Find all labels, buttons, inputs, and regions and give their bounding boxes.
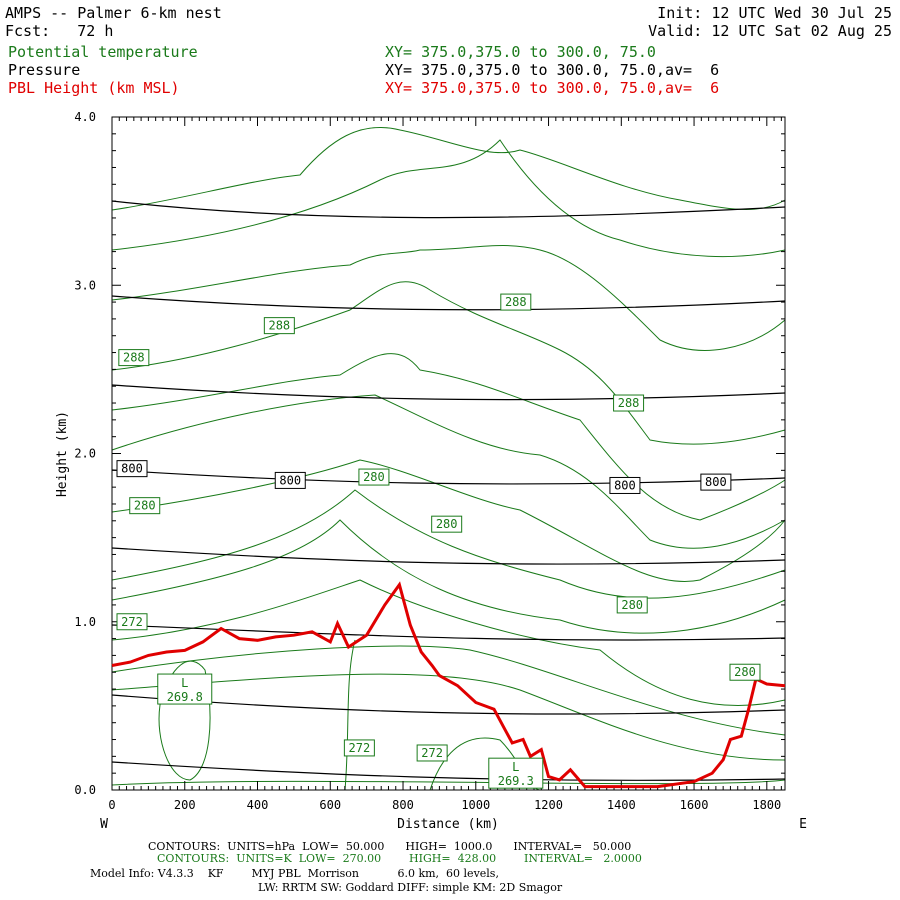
theta-contour-label: 280	[436, 517, 458, 531]
theta-low-box	[488, 757, 544, 789]
xy-theta: XY= 375.0,375.0 to 300.0, 75.0	[385, 43, 656, 61]
pressure-label-box	[274, 471, 306, 489]
theta-contour-line	[111, 126, 786, 211]
x-tick-label: 1200	[534, 798, 563, 812]
x-tick-label: 800	[392, 798, 414, 812]
theta-low-label: L	[181, 676, 188, 690]
theta-contour-line	[111, 394, 786, 549]
theta-contour-label: 280	[134, 499, 156, 513]
pressure-contour-info: CONTOURS: UNITS=hPa LOW= 50.000 HIGH= 10…	[148, 840, 632, 853]
forecast-hour: Fcst: 72 h	[5, 22, 114, 40]
field-pbl-label: PBL Height (km MSL)	[8, 79, 180, 97]
cross-section-chart: 0 200 400 600 800 1000 1200 1400 1600 1800 0.0 1.0 2…	[55, 110, 807, 832]
field-pressure-label: Pressure	[8, 61, 81, 79]
y-tick-label: 3.0	[74, 278, 96, 292]
pressure-contour-line	[111, 761, 786, 781]
x-tick-label: 1000	[461, 798, 490, 812]
theta-contour-line	[111, 459, 786, 582]
valid-time: Valid: 12 UTC Sat 02 Aug 25	[648, 22, 892, 40]
theta-low-label: 269.3	[498, 774, 534, 788]
pressure-contour-line	[111, 295, 786, 311]
pressure-label-box	[700, 473, 732, 491]
xy-pressure: XY= 375.0,375.0 to 300.0, 75.0,av= 6	[385, 61, 720, 79]
theta-contour-label: 288	[618, 396, 640, 410]
theta-label-box	[358, 468, 390, 486]
theta-label-box	[129, 497, 161, 515]
pressure-contour-line	[111, 200, 786, 219]
theta-contour-line	[344, 639, 356, 791]
model-title: AMPS -- Palmer 6-km nest	[5, 4, 222, 22]
theta-contour-label: 272	[421, 746, 443, 760]
xy-pbl: XY= 375.0,375.0 to 300.0, 75.0,av= 6	[385, 79, 720, 97]
field-theta-label: Potential temperature	[8, 43, 198, 61]
theta-contour-line	[111, 779, 786, 786]
pressure-contour-label: 800	[121, 462, 143, 476]
theta-contour-line	[111, 489, 786, 599]
theta-contour-label: 280	[621, 598, 643, 612]
pressure-contours	[111, 200, 786, 781]
theta-contour-line	[111, 353, 786, 521]
x-tick-label: 600	[319, 798, 341, 812]
y-axis-title: Height (km)	[55, 411, 70, 497]
x-tick-label: 200	[174, 798, 196, 812]
pbl-height-line	[111, 581, 786, 789]
y-tick-label: 0.0	[74, 783, 96, 797]
theta-contour-line	[111, 579, 786, 707]
theta-low-label: 269.8	[167, 690, 203, 704]
theta-label-box	[343, 739, 375, 757]
y-tick-label: 4.0	[74, 110, 96, 124]
theta-label-box	[118, 349, 150, 367]
west-label: W	[100, 817, 108, 832]
theta-low-label: L	[512, 760, 519, 774]
x-tick-label: 0	[108, 798, 115, 812]
theta-contour-label: 288	[123, 351, 145, 365]
x-tick-label: 1400	[607, 798, 636, 812]
theta-contour-line	[111, 245, 786, 351]
theta-contour-line	[111, 139, 786, 258]
x-tick-label: 400	[247, 798, 269, 812]
pressure-contour-line	[111, 384, 786, 401]
y-tick-label: 1.0	[74, 615, 96, 629]
pressure-label-box	[116, 460, 148, 478]
pressure-contour-label: 800	[705, 475, 727, 489]
theta-contour-label: 288	[268, 319, 290, 333]
theta-contours	[111, 126, 786, 791]
pbl-layer	[111, 581, 786, 789]
theta-label-box	[116, 613, 148, 631]
theta-label-box	[263, 317, 295, 335]
contour-labels: 800 800 800 800 288 288 288 288 280 280 280 280 280 2…	[116, 293, 761, 789]
pressure-contour-line	[111, 624, 786, 641]
theta-contour-label: 272	[121, 615, 143, 629]
pressure-label-box	[609, 476, 641, 494]
theta-label-box	[416, 744, 448, 762]
theta-contour-line	[111, 645, 786, 736]
physics-info: LW: RRTM SW: Goddard DIFF: simple KM: 2D…	[258, 881, 563, 894]
y-tick-label: 2.0	[74, 447, 96, 461]
theta-label-box	[729, 663, 761, 681]
init-time: Init: 12 UTC Wed 30 Jul 25	[657, 4, 892, 22]
x-axis-title: Distance (km)	[397, 817, 499, 832]
theta-contour-label: 288	[505, 295, 527, 309]
theta-label-box	[616, 596, 648, 614]
theta-contour-line	[111, 519, 786, 634]
theta-contour-label: 280	[363, 470, 385, 484]
theta-low-box	[157, 673, 213, 705]
theta-label-box	[500, 293, 532, 311]
x-tick-label: 1800	[752, 798, 781, 812]
theta-label-box	[431, 515, 463, 533]
model-info: Model Info: V4.3.3 KF MYJ PBL Morrison 6…	[90, 867, 499, 880]
pressure-contour-label: 800	[614, 478, 636, 492]
theta-contour-label: 280	[734, 665, 756, 679]
theta-label-box	[613, 394, 645, 412]
east-label: E	[799, 817, 807, 832]
pressure-contour-line	[111, 469, 786, 485]
pressure-contour-label: 800	[279, 473, 301, 487]
theta-contour-line	[158, 660, 211, 781]
x-tick-label: 1600	[680, 798, 709, 812]
plot-frame: 0 200 400 600 800 1000 1200 1400 1600 1800 0.0 1.0 2…	[74, 110, 786, 812]
pressure-contour-line	[111, 547, 786, 565]
theta-contour-info: CONTOURS: UNITS=K LOW= 270.00 HIGH= 428.…	[157, 852, 642, 865]
theta-contour-line	[111, 673, 786, 761]
theta-contour-label: 272	[349, 741, 371, 755]
